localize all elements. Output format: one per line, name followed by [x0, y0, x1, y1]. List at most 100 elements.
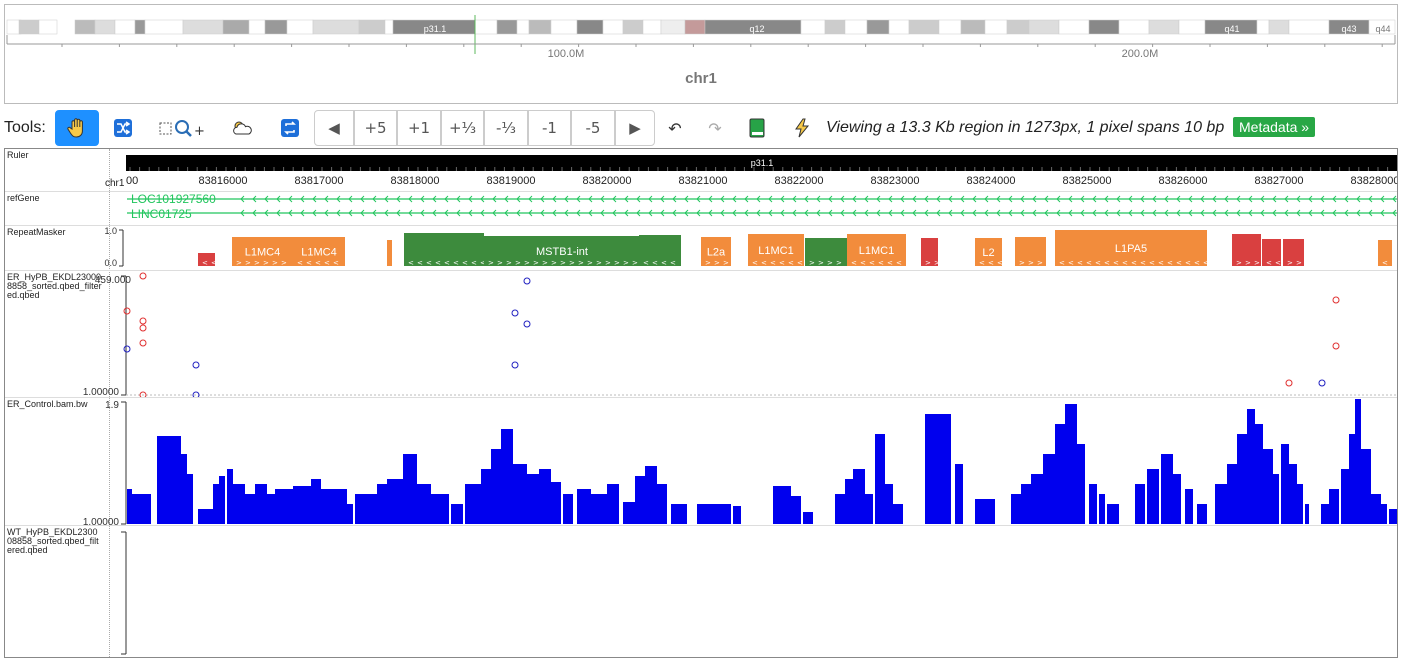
coverage-bar [233, 484, 245, 524]
book-button[interactable] [740, 110, 774, 146]
redo-button[interactable]: ↷ [708, 118, 722, 138]
ruler-track[interactable]: Ruler p31.1 chr1 00 83816000 83817000 8381… [5, 149, 1397, 192]
shuffle-icon [114, 119, 132, 137]
er-hypb-track-label: ER_HyPB_EKDL230008858_sorted.qbed_filter… [7, 272, 102, 300]
drag-tool-button[interactable] [55, 110, 99, 146]
scale-label-100m: 100.0M [548, 48, 585, 60]
coverage-bar [355, 494, 377, 524]
svg-text:<: < [887, 259, 893, 267]
coverage-bar [501, 429, 513, 524]
svg-text:>: > [272, 259, 278, 267]
coverage-bar [1077, 444, 1085, 524]
shuffle-tool-button[interactable] [105, 110, 141, 146]
repeat-element [847, 234, 906, 266]
svg-text:<: < [752, 259, 758, 267]
er-hypb-scale-top: 459.000 [95, 275, 132, 286]
svg-text:<: < [797, 259, 803, 267]
repeat-element [975, 238, 1002, 266]
svg-text:<: < [471, 259, 477, 267]
refgene-track[interactable]: refGene LOC101927560 LINC01725 [5, 192, 1397, 226]
hand-icon [67, 118, 83, 138]
ruler-tick-label: 83818000 [391, 175, 440, 187]
zoom-minus1-button[interactable]: -1 [528, 110, 571, 146]
refresh-tool-button[interactable] [272, 110, 308, 146]
insertion-point [192, 391, 200, 397]
svg-text:>: > [497, 259, 503, 267]
svg-text:<: < [453, 259, 459, 267]
repeatmasker-svg[interactable]: 1.0 0.0 < < > > > > > >L1MC4< < < < <L1MC4< < < < < < < < <… [5, 226, 1397, 270]
coverage-bar [1355, 399, 1361, 524]
svg-text:>: > [263, 259, 269, 267]
coverage-bar [1305, 504, 1309, 524]
svg-text:>: > [1236, 259, 1242, 267]
band-label-q12: q12 [749, 24, 764, 34]
insertion-point [511, 361, 519, 369]
er-hypb-track[interactable]: ER_HyPB_EKDL230008858_sorted.qbed_filter… [5, 271, 1397, 398]
coverage-bar [1371, 494, 1381, 524]
refgene-svg[interactable]: LOC101927560 LINC01725 [5, 192, 1397, 225]
svg-text:<: < [1113, 259, 1119, 267]
coverage-bar [1043, 454, 1055, 524]
ideogram-panel[interactable]: p31.1 q12 q41 q43 q44 100.0M 200.0M chr1 [4, 4, 1398, 104]
er-control-svg[interactable]: 1.9 1.00000 [5, 398, 1397, 525]
coverage-bar [1263, 449, 1273, 524]
svg-text:>: > [827, 259, 833, 267]
highlight-tool-button[interactable] [222, 110, 262, 146]
er-control-track[interactable]: ER_Control.bam.bw 1.9 1.00000 [5, 398, 1397, 526]
ruler-tick-label: 83820000 [583, 175, 632, 187]
coverage-bar [127, 489, 132, 524]
ruler-tick-label: 83817000 [295, 175, 344, 187]
er-hypb-svg[interactable]: 459.000 1.00000 [5, 271, 1397, 397]
coverage-bar [417, 484, 431, 524]
genome-browser-tracks[interactable]: Ruler p31.1 chr1 00 83816000 83817000 8381… [4, 148, 1398, 658]
repeat-element [232, 237, 293, 266]
wt-hypb-svg[interactable] [5, 526, 1397, 657]
tools-label: Tools: [4, 119, 46, 136]
svg-text:+: + [194, 124, 205, 138]
svg-text:<: < [979, 259, 985, 267]
chromosome-ideogram[interactable]: p31.1 q12 q41 q43 q44 100.0M 200.0M chr1 [5, 5, 1397, 103]
label-divider [109, 149, 110, 657]
svg-text:>: > [809, 259, 815, 267]
coverage-bar [835, 494, 845, 524]
svg-text:<: < [997, 259, 1003, 267]
svg-text:<: < [1104, 259, 1110, 267]
svg-text:>: > [254, 259, 260, 267]
zoom-select-tool-button[interactable]: + [152, 110, 212, 146]
repeat-element [1262, 239, 1281, 266]
ruler-tick-label: 83822000 [775, 175, 824, 187]
zoom-minus5-button[interactable]: -5 [571, 110, 615, 146]
coverage-bar [1341, 469, 1349, 524]
coverage-bar [623, 502, 635, 524]
zoom-minus-third-button[interactable]: -⅓ [484, 110, 528, 146]
chromosome-label: chr1 [685, 70, 717, 87]
metadata-button[interactable]: Metadata » [1233, 117, 1316, 137]
back-button[interactable]: ◀ [314, 110, 354, 146]
coverage-bar [198, 509, 214, 524]
svg-text:>: > [236, 259, 242, 267]
zoom-plus1-button[interactable]: +1 [397, 110, 441, 146]
svg-text:<: < [652, 259, 658, 267]
repeatmasker-scale-bottom: 0.0 [104, 258, 117, 268]
repeat-element-label: L1MC4 [245, 247, 280, 259]
undo-button[interactable]: ↶ [668, 118, 682, 138]
zoom-plus5-button[interactable]: +5 [354, 110, 397, 146]
repeatmasker-track[interactable]: RepeatMasker 1.0 0.0 < < > > > > > > L1MC4 < < < < < L… [5, 226, 1397, 271]
ruler-svg[interactable]: p31.1 chr1 00 83816000 83817000 83818000 83… [5, 149, 1397, 191]
svg-text:<: < [1266, 259, 1272, 267]
svg-text:<: < [1122, 259, 1128, 267]
ruler-band-bar [126, 155, 1397, 171]
svg-text:<: < [643, 259, 649, 267]
svg-text:>: > [1287, 259, 1293, 267]
ruler-tick-label: 83819000 [487, 175, 536, 187]
gene-label-loc101927560: LOC101927560 [131, 192, 216, 206]
insertion-point [123, 345, 131, 353]
ruler-tick-label: 83823000 [871, 175, 920, 187]
forward-button[interactable]: ▶ [615, 110, 655, 146]
bolt-button[interactable] [786, 110, 818, 146]
svg-text:<: < [1176, 259, 1182, 267]
zoom-plus-third-button[interactable]: +⅓ [441, 110, 484, 146]
svg-text:>: > [1019, 259, 1025, 267]
wt-hypb-track[interactable]: WT_HyPB_EKDL230008858_sorted.qbed_filter… [5, 526, 1397, 657]
coverage-bar [255, 484, 267, 524]
